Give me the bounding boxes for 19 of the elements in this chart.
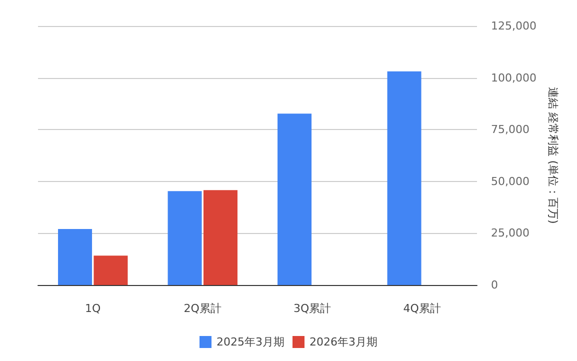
bar xyxy=(168,191,202,285)
bar xyxy=(278,114,312,285)
x-tick-label: 2Q累計 xyxy=(184,302,222,315)
y-tick-label: 75,000 xyxy=(491,123,530,136)
bar xyxy=(387,71,422,285)
y-tick-label: 25,000 xyxy=(491,226,530,240)
legend-label: 2026年3月期 xyxy=(310,336,378,348)
y-axis-title: 連結 経常利益 (単位：百万) xyxy=(546,87,560,224)
x-tick-label: 1Q xyxy=(85,302,102,315)
bar xyxy=(58,229,92,285)
y-tick-label: 100,000 xyxy=(491,71,536,84)
x-tick-label: 4Q累計 xyxy=(403,302,441,315)
bar xyxy=(203,190,238,285)
x-tick-label: 3Q累計 xyxy=(294,302,332,315)
y-tick-label: 50,000 xyxy=(491,174,530,188)
y-tick-label: 0 xyxy=(491,278,498,292)
y-tick-label: 125,000 xyxy=(491,20,536,32)
bar xyxy=(94,256,128,285)
legend-label: 2025年3月期 xyxy=(216,336,285,348)
